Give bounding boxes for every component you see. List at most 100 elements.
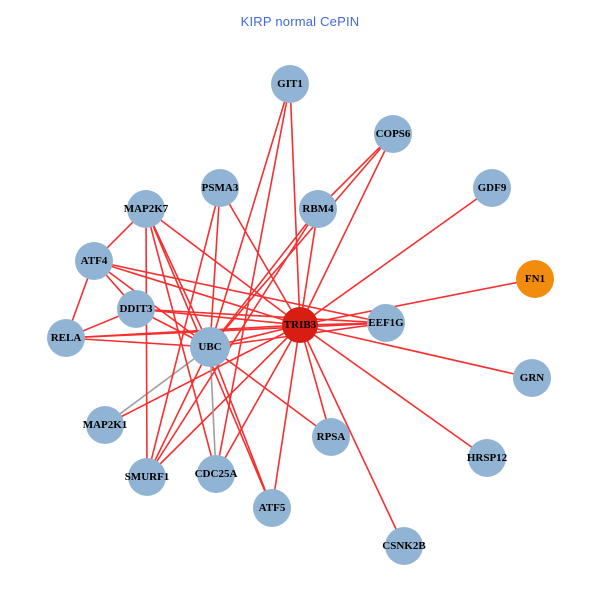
node-atf4[interactable]: ATF4 [75, 242, 113, 280]
edge-ubc-cdc25a [209, 346, 217, 475]
node-circle-atf5[interactable] [253, 489, 291, 527]
node-circle-ubc[interactable] [190, 327, 230, 367]
edge-git1-cdc25a [215, 83, 291, 475]
node-label-map2k1: MAP2K1 [83, 419, 128, 431]
node-circle-map2k7[interactable] [127, 190, 165, 228]
edge-trib3-cops6 [299, 133, 394, 326]
node-cdc25a[interactable]: CDC25A [195, 455, 238, 493]
edge-ubc-map2k7 [145, 208, 211, 348]
node-trib3[interactable]: TRIB3 [282, 307, 318, 343]
node-psma3[interactable]: PSMA3 [201, 169, 239, 207]
edge-ubc-rela [65, 337, 211, 348]
node-label-ddit3: DDIT3 [119, 303, 153, 315]
node-label-csnk2b: CSNK2B [382, 540, 426, 552]
node-label-hrsp12: HRSP12 [467, 452, 508, 464]
edge-rela-eef1g [65, 322, 387, 339]
node-circle-rbm4[interactable] [299, 190, 337, 228]
node-map2k1[interactable]: MAP2K1 [83, 406, 128, 444]
edge-map2k7-cdc25a [145, 208, 217, 475]
node-label-gdf9: GDF9 [478, 182, 507, 194]
node-layer: GIT1 COPS6 PSMA3 GDF9 RBM4 MAP2K7 ATF4 FN1 DDIT3… [47, 65, 554, 565]
node-smurf1[interactable]: SMURF1 [125, 458, 170, 496]
edge-ubc-git1 [209, 83, 291, 348]
edge-ubc-map2k1 [104, 346, 211, 426]
edge-trib3-map2k7 [145, 208, 301, 326]
node-eef1g[interactable]: EEF1G [367, 304, 405, 342]
edge-trib3-atf4 [93, 260, 301, 326]
node-label-fn1: FN1 [525, 273, 545, 285]
edge-trib3-cdc25a [215, 324, 301, 475]
node-circle-map2k1[interactable] [86, 406, 124, 444]
node-circle-csnk2b[interactable] [385, 527, 423, 565]
edge-trib3-csnk2b [299, 324, 405, 547]
node-csnk2b[interactable]: CSNK2B [382, 527, 426, 565]
node-label-rpsa: RPSA [317, 431, 346, 443]
node-label-map2k7: MAP2K7 [124, 203, 169, 215]
edge-ubc-atf5 [209, 346, 273, 509]
node-circle-rpsa[interactable] [312, 418, 350, 456]
node-circle-fn1[interactable] [516, 260, 554, 298]
node-circle-rela[interactable] [47, 319, 85, 357]
node-label-ubc: UBC [198, 341, 221, 353]
edge-ubc-cops6 [209, 133, 394, 348]
node-circle-trib3[interactable] [282, 307, 318, 343]
node-circle-hrsp12[interactable] [468, 439, 506, 477]
edge-trib3-fn1 [299, 278, 536, 326]
node-circle-cops6[interactable] [374, 115, 412, 153]
node-label-cops6: COPS6 [376, 128, 411, 140]
node-atf5[interactable]: ATF5 [253, 489, 291, 527]
edge-trib3-map2k1 [104, 324, 301, 426]
node-label-grn: GRN [520, 372, 545, 384]
node-label-atf4: ATF4 [81, 255, 108, 267]
node-label-smurf1: SMURF1 [125, 471, 170, 483]
edge-trib3-rpsa [299, 324, 332, 438]
node-map2k7[interactable]: MAP2K7 [124, 190, 169, 228]
node-rela[interactable]: RELA [47, 319, 85, 357]
edge-atf4-eef1g [93, 260, 387, 324]
node-cops6[interactable]: COPS6 [374, 115, 412, 153]
node-label-rbm4: RBM4 [302, 203, 334, 215]
node-circle-eef1g[interactable] [367, 304, 405, 342]
node-label-cdc25a: CDC25A [195, 468, 238, 480]
page-title: KIRP normal CePIN [240, 14, 360, 29]
edge-trib3-atf5 [271, 324, 301, 509]
node-circle-gdf9[interactable] [473, 169, 511, 207]
edge-trib3-git1 [289, 83, 301, 326]
node-circle-grn[interactable] [513, 359, 551, 397]
edge-trib3-grn [299, 324, 533, 379]
node-label-rela: RELA [51, 332, 82, 344]
node-label-psma3: PSMA3 [202, 182, 239, 194]
node-circle-psma3[interactable] [201, 169, 239, 207]
node-label-trib3: TRIB3 [284, 319, 317, 331]
node-circle-cdc25a[interactable] [197, 455, 235, 493]
node-circle-git1[interactable] [271, 65, 309, 103]
node-rpsa[interactable]: RPSA [312, 418, 350, 456]
edge-ubc-rbm4 [209, 208, 319, 348]
edge-ddit3-eef1g [135, 308, 387, 324]
edge-trib3-hrsp12 [299, 324, 488, 459]
node-circle-smurf1[interactable] [128, 458, 166, 496]
edge-ubc-psma3 [209, 187, 221, 348]
node-hrsp12[interactable]: HRSP12 [467, 439, 508, 477]
edge-rbm4-smurf1 [146, 208, 319, 478]
node-rbm4[interactable]: RBM4 [299, 190, 337, 228]
node-git1[interactable]: GIT1 [271, 65, 309, 103]
node-ubc[interactable]: UBC [190, 327, 230, 367]
node-circle-atf4[interactable] [75, 242, 113, 280]
node-ddit3[interactable]: DDIT3 [117, 290, 155, 328]
node-gdf9[interactable]: GDF9 [473, 169, 511, 207]
node-grn[interactable]: GRN [513, 359, 551, 397]
node-circle-ddit3[interactable] [117, 290, 155, 328]
edge-trib3-smurf1 [146, 324, 301, 478]
edge-map2k7-smurf1 [145, 208, 148, 478]
node-label-git1: GIT1 [277, 78, 303, 90]
edge-layer [65, 83, 536, 547]
edge-trib3-gdf9 [299, 187, 493, 326]
node-fn1[interactable]: FN1 [516, 260, 554, 298]
edge-ubc-rpsa [209, 346, 332, 438]
node-label-atf5: ATF5 [259, 502, 286, 514]
edge-ubc-smurf1 [146, 346, 211, 478]
edge-psma3-smurf1 [146, 187, 221, 478]
